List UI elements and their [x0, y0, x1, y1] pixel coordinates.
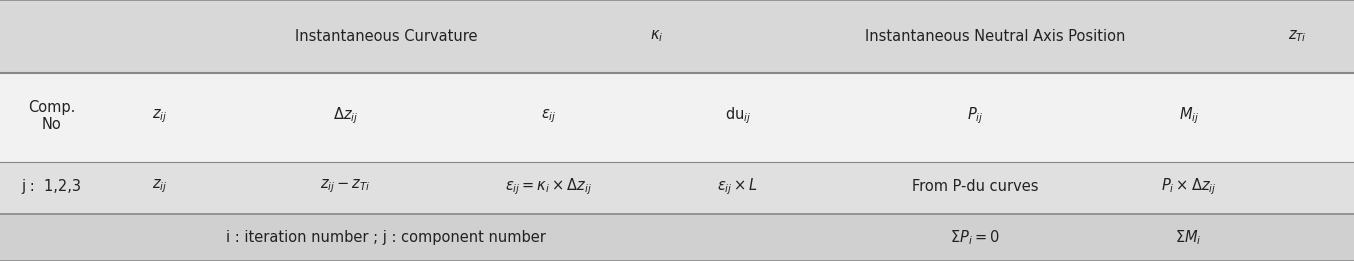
- Text: Instantaneous Curvature: Instantaneous Curvature: [295, 29, 477, 44]
- Text: $P_{ij}$: $P_{ij}$: [967, 106, 983, 126]
- Text: $z_{Ti}$: $z_{Ti}$: [1288, 29, 1307, 44]
- Bar: [0, 162, 1354, 214]
- Text: $P_i \times \Delta z_{ij}$: $P_i \times \Delta z_{ij}$: [1162, 176, 1216, 197]
- Text: $\varepsilon_{ij} \times L$: $\varepsilon_{ij} \times L$: [718, 176, 758, 197]
- Bar: [0, 214, 1354, 261]
- Text: Instantaneous Neutral Axis Position: Instantaneous Neutral Axis Position: [865, 29, 1125, 44]
- Text: $\kappa_i$: $\kappa_i$: [650, 29, 663, 44]
- Text: $z_{ij} - z_{Ti}$: $z_{ij} - z_{Ti}$: [320, 178, 371, 195]
- Bar: [0, 73, 1354, 162]
- Text: $z_{ij}$: $z_{ij}$: [152, 107, 168, 125]
- Bar: [0, 0, 1354, 73]
- Text: $\Sigma P_i = 0$: $\Sigma P_i = 0$: [951, 228, 999, 247]
- Text: $z_{ij}$: $z_{ij}$: [152, 178, 168, 195]
- Text: $\mathrm{du}_{ij}$: $\mathrm{du}_{ij}$: [724, 106, 751, 126]
- Text: $\varepsilon_{ij}$: $\varepsilon_{ij}$: [540, 107, 556, 125]
- Text: $M_{ij}$: $M_{ij}$: [1179, 106, 1198, 126]
- Text: $\Delta z_{ij}$: $\Delta z_{ij}$: [333, 106, 357, 126]
- Text: j :  1,2,3: j : 1,2,3: [22, 179, 81, 194]
- Text: i : iteration number ; j : component number: i : iteration number ; j : component num…: [226, 230, 546, 245]
- Text: From P-du curves: From P-du curves: [911, 179, 1039, 194]
- Text: $\varepsilon_{ij} = \kappa_i \times \Delta z_{ij}$: $\varepsilon_{ij} = \kappa_i \times \Del…: [505, 176, 592, 197]
- Text: $\Sigma M_i$: $\Sigma M_i$: [1175, 228, 1202, 247]
- Text: Comp.
No: Comp. No: [28, 100, 74, 132]
